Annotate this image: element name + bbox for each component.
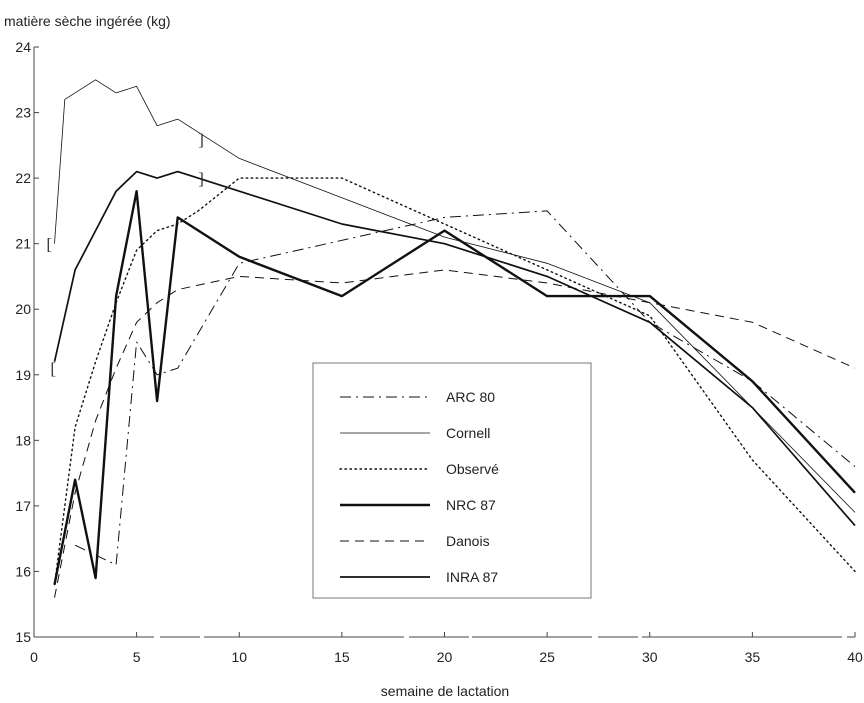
y-tick-label: 23	[15, 105, 31, 121]
axes: 15 16 17 18 19 20 21 22 23 24 0 5 10 15 20 25 30 35 40	[15, 39, 863, 665]
x-tick-label: 40	[847, 649, 863, 665]
bracket-annotation: ]	[198, 169, 204, 188]
series-line-danois	[54, 269, 856, 598]
y-tick-label: 18	[15, 432, 31, 448]
legend-label: Danois	[446, 533, 490, 549]
y-tick-label: 22	[15, 170, 31, 186]
y-tick-label: 17	[15, 498, 31, 514]
x-tick-label: 30	[642, 649, 658, 665]
x-tick-label: 20	[437, 649, 453, 665]
y-tick-label: 20	[15, 301, 31, 317]
x-tick-label: 15	[334, 649, 350, 665]
x-tick-label: 5	[133, 649, 141, 665]
bracket-annotation: [	[50, 359, 56, 378]
x-axis-label: semaine de lactation	[381, 683, 509, 699]
y-tick-label: 15	[15, 629, 31, 645]
y-tick-label: 24	[15, 39, 31, 55]
x-tick-label: 35	[745, 649, 761, 665]
x-tick-label: 0	[30, 649, 38, 665]
bracket-annotation: ]	[198, 130, 204, 149]
series-line-cornell	[54, 79, 856, 513]
series-layer	[53, 79, 856, 598]
y-tick-label: 16	[15, 563, 31, 579]
y-tick-label: 19	[15, 367, 31, 383]
x-tick-label: 25	[539, 649, 555, 665]
x-tick-label: 10	[231, 649, 247, 665]
series-line-inra-87	[53, 170, 856, 527]
series-line-arc-80	[74, 210, 856, 566]
legend-label: INRA 87	[446, 569, 498, 585]
legend-label: NRC 87	[446, 497, 496, 513]
legend-label: Cornell	[446, 425, 490, 441]
legend-label: ARC 80	[446, 389, 495, 405]
legend-label: Observé	[446, 461, 499, 477]
y-axis-label: matière sèche ingérée (kg)	[4, 13, 171, 29]
legend-box	[312, 362, 592, 599]
legend: ARC 80 Cornell Observé NRC 87 Danois INRA 87	[312, 362, 592, 599]
y-tick-label: 21	[15, 236, 31, 252]
annotations: [ []]	[46, 130, 204, 378]
series-line-observ-	[53, 177, 856, 586]
bracket-annotation: [	[46, 235, 52, 254]
series-line-nrc-87	[53, 189, 856, 585]
